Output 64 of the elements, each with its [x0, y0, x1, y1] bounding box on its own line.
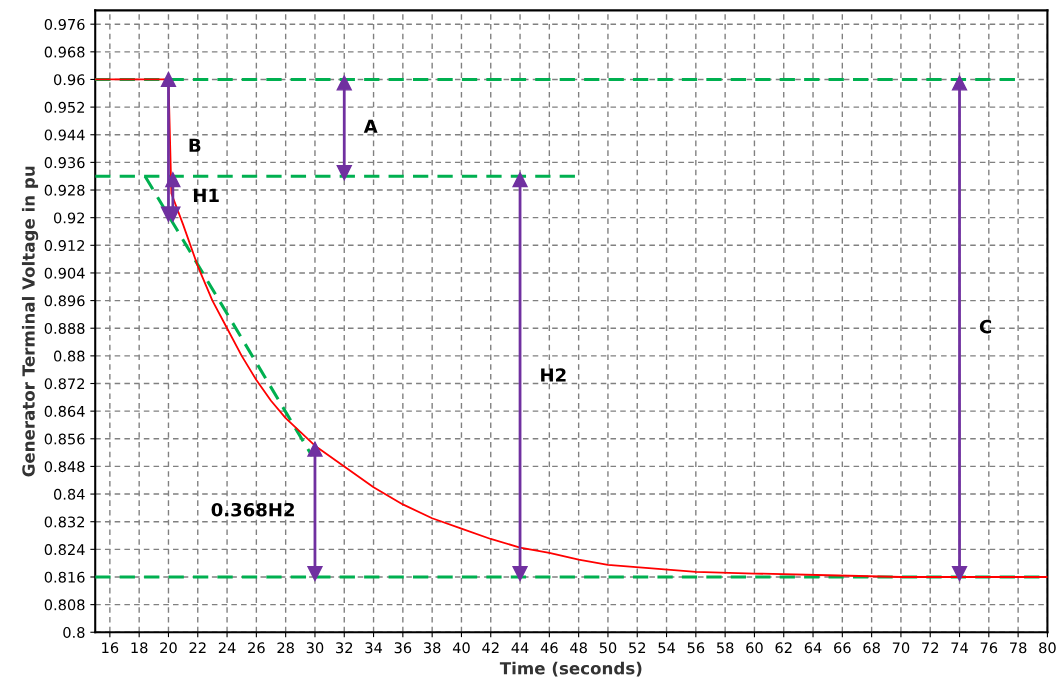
y-tick-label: 0.944	[44, 129, 85, 141]
x-tick-label: 22	[189, 642, 206, 654]
y-tick-label: 0.856	[44, 433, 85, 445]
x-tick-label: 70	[892, 642, 910, 654]
x-tick-label: 42	[482, 642, 499, 654]
x-tick-label: 44	[511, 642, 529, 654]
y-tick-label: 0.864	[44, 405, 85, 417]
series-label: H2	[541, 368, 566, 382]
x-tick-label: 74	[951, 642, 968, 654]
x-tick-label: 66	[834, 642, 851, 654]
x-tick-label: 26	[248, 642, 265, 654]
y-tick-label: 0.872	[44, 378, 85, 390]
x-tick-label: 36	[394, 642, 412, 654]
x-tick-label: 62	[775, 642, 792, 654]
x-tick-label: 40	[452, 642, 470, 654]
x-tick-label: 72	[922, 642, 939, 654]
x-tick-label: 20	[160, 642, 177, 654]
x-tick-label: 58	[716, 642, 734, 654]
y-tick-label: 0.968	[44, 46, 85, 58]
series-label: B	[189, 138, 201, 152]
y-tick-label: 0.904	[44, 267, 85, 279]
y-tick-label: 0.936	[44, 157, 85, 169]
y-tick-label: 0.912	[44, 240, 85, 252]
series-label: H1	[193, 188, 219, 202]
y-tick-label: 0.84	[53, 488, 85, 500]
x-tick-label: 30	[306, 642, 324, 654]
x-tick-label: 78	[1010, 642, 1027, 654]
y-tick-label: 0.88	[53, 350, 85, 362]
x-tick-label: 18	[131, 642, 148, 654]
series-label: A	[363, 119, 378, 133]
x-tick-label: 68	[863, 642, 880, 654]
y-tick-label: 0.888	[44, 322, 85, 334]
y-tick-label: 0.928	[44, 184, 85, 196]
series-label: C	[979, 319, 992, 334]
x-tick-label: 60	[746, 642, 763, 654]
x-tick-label: 46	[540, 642, 558, 654]
x-axis-title: Time (seconds)	[499, 661, 642, 677]
y-tick-label: 0.92	[53, 212, 85, 224]
x-tick-label: 34	[365, 642, 383, 654]
x-tick-label: 16	[102, 642, 119, 654]
x-tick-label: 24	[218, 642, 236, 654]
x-tick-label: 56	[687, 642, 705, 654]
x-tick-label: 80	[1039, 642, 1056, 654]
y-axis-title: Generator Terminal Voltage in pu	[21, 166, 39, 477]
y-tick-label: 0.8	[63, 626, 85, 639]
y-tick-label: 0.832	[44, 516, 85, 528]
y-tick-label: 0.808	[44, 599, 85, 611]
y-tick-label: 0.848	[44, 461, 85, 473]
x-tick-label: 50	[599, 642, 617, 654]
y-tick-label: 0.896	[44, 295, 85, 307]
y-tick-label: 0.824	[44, 544, 85, 556]
y-tick-label: 0.816	[44, 571, 85, 583]
x-tick-label: 32	[336, 642, 353, 654]
y-tick-label: 0.952	[44, 101, 85, 113]
x-tick-label: 38	[423, 642, 441, 654]
y-tick-label: 0.96	[53, 74, 85, 86]
x-tick-label: 54	[658, 642, 675, 654]
x-tick-label: 28	[277, 642, 294, 654]
y-tick-label: 0.976	[44, 18, 85, 30]
x-tick-label: 76	[980, 642, 998, 654]
x-tick-label: 52	[629, 642, 646, 654]
x-tick-label: 64	[804, 642, 822, 654]
x-tick-label: 48	[570, 642, 587, 654]
series-label: 0.368H2	[211, 502, 294, 517]
